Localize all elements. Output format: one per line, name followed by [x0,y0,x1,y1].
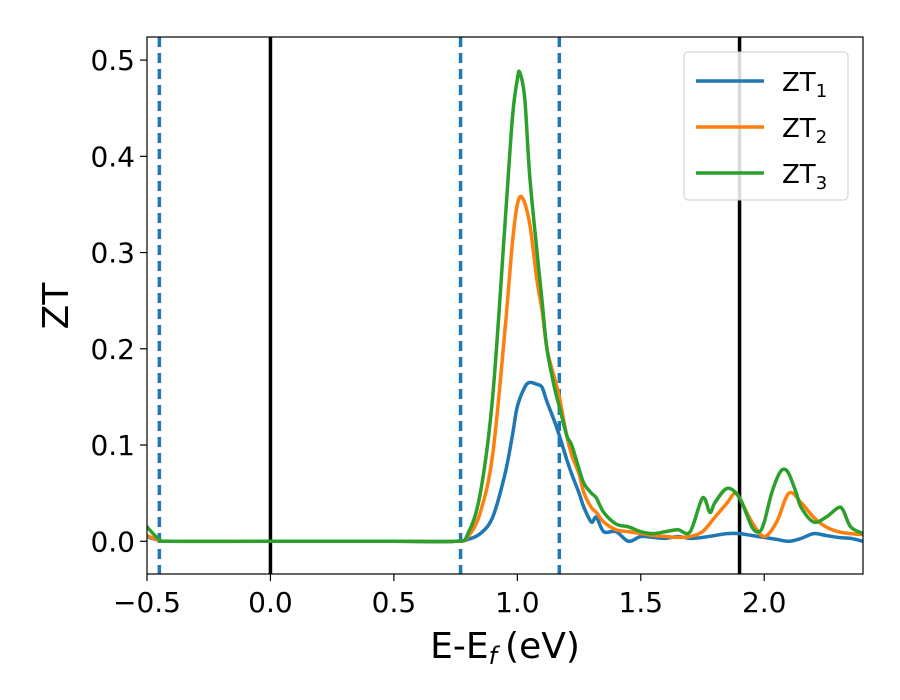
legend-label-main: ZT [782,68,816,98]
legend-box [683,51,849,201]
series-line-zt3 [147,69,863,544]
legend-label-subscript: 3 [816,173,827,194]
reference-vertical-lines [157,37,742,574]
y-tick-label: 0.3 [90,237,135,270]
x-axis-label-unit: (eV) [505,626,580,667]
series-line-zt1 [147,380,863,544]
legend-label-main: ZT [782,114,816,144]
series-lines [147,69,863,544]
x-axis-label-main: E-E [430,626,488,667]
x-tick-label: 0.5 [372,586,417,619]
y-tick-label: 0.0 [90,525,135,558]
x-tick-label: 1.5 [619,586,664,619]
y-tick-label: 0.4 [90,140,135,173]
y-axis-ticks: 0.0 0.1 0.2 0.3 0.4 0.5 [90,44,147,558]
y-axis-label: ZT [36,282,77,330]
legend-label-main: ZT [782,160,816,190]
legend-label-zt1: ZT1 [782,68,827,102]
x-tick-label: 2.0 [742,586,787,619]
legend-label-zt3: ZT3 [782,160,827,194]
x-axis-ticks: −0.5 0.0 0.5 1.0 1.5 2.0 [113,574,787,619]
plot-frame [146,36,864,575]
y-tick-label: 0.1 [90,429,135,462]
legend-label-zt2: ZT2 [782,114,827,148]
x-axis-label: E-Ef (eV) [430,626,580,670]
x-tick-label: 0.0 [248,586,293,619]
y-tick-label: 0.5 [90,44,135,77]
series-line-zt2 [147,194,863,544]
y-tick-label: 0.2 [90,333,135,366]
legend-label-subscript: 1 [816,81,827,102]
x-tick-label: −0.5 [113,586,181,619]
legend-label-subscript: 2 [816,127,827,148]
x-tick-label: 1.0 [495,586,540,619]
x-axis-label-subscript: f [489,642,501,670]
